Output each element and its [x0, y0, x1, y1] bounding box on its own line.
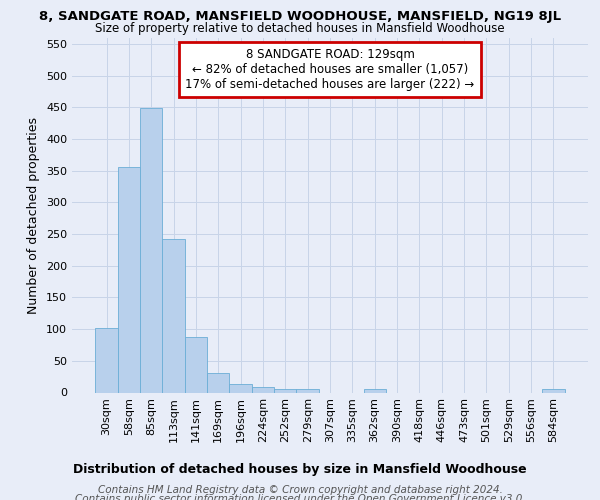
Bar — [274, 390, 296, 392]
Bar — [140, 108, 163, 393]
Bar — [364, 390, 386, 392]
Text: Contains HM Land Registry data © Crown copyright and database right 2024.: Contains HM Land Registry data © Crown c… — [98, 485, 502, 495]
Bar — [185, 336, 207, 392]
Bar — [296, 390, 319, 392]
Bar — [163, 239, 185, 392]
Bar — [542, 390, 565, 392]
Text: Size of property relative to detached houses in Mansfield Woodhouse: Size of property relative to detached ho… — [95, 22, 505, 35]
Y-axis label: Number of detached properties: Number of detached properties — [28, 116, 40, 314]
Bar — [207, 374, 229, 392]
Text: 8, SANDGATE ROAD, MANSFIELD WOODHOUSE, MANSFIELD, NG19 8JL: 8, SANDGATE ROAD, MANSFIELD WOODHOUSE, M… — [39, 10, 561, 23]
Text: Contains public sector information licensed under the Open Government Licence v3: Contains public sector information licen… — [74, 494, 526, 500]
Text: 8 SANDGATE ROAD: 129sqm
← 82% of detached houses are smaller (1,057)
17% of semi: 8 SANDGATE ROAD: 129sqm ← 82% of detache… — [185, 48, 475, 91]
Bar — [229, 384, 252, 392]
Bar — [95, 328, 118, 392]
Bar — [252, 387, 274, 392]
Bar — [118, 167, 140, 392]
Text: Distribution of detached houses by size in Mansfield Woodhouse: Distribution of detached houses by size … — [73, 462, 527, 475]
